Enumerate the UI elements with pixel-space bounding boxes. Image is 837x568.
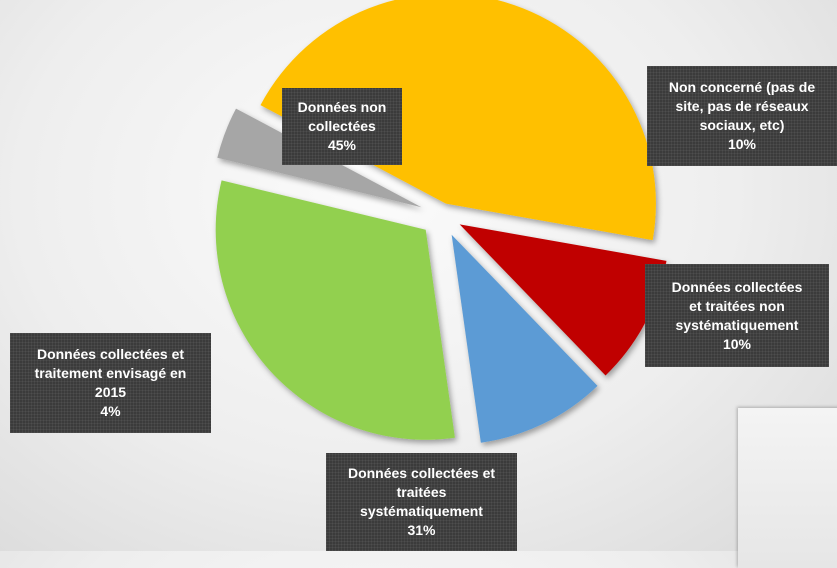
category-label: Données collectées et traitées systémati… <box>347 465 496 519</box>
data-label-collectees-traitees-systematiquement: Données collectées et traitées systémati… <box>326 453 517 551</box>
value-label: 31% <box>407 522 436 538</box>
category-label: Données collectées et traitées non systé… <box>671 278 803 333</box>
value-label: 10% <box>727 136 757 152</box>
category-label: Données non collectées <box>297 99 387 134</box>
value-label: 4% <box>100 403 121 419</box>
data-label-non-concerne: Non concerné (pas de site, pas de réseau… <box>647 66 837 166</box>
slice-collectees-traitees-systematiquement <box>215 180 455 440</box>
value-label: 10% <box>722 335 752 352</box>
value-label: 45% <box>327 137 357 153</box>
background-panel <box>738 408 837 568</box>
slice-non-concerne <box>459 224 667 376</box>
category-label: Données collectées et traitement envisag… <box>34 346 187 400</box>
category-label: Non concerné (pas de site, pas de réseau… <box>668 79 816 133</box>
pie-chart <box>215 0 667 443</box>
slice-donnees-non-collectees <box>260 0 656 241</box>
data-label-collectees-traitees-non-systematiquement: Données collectées et traitées non systé… <box>645 264 829 367</box>
data-label-donnees-non-collectees: Données non collectées 45% <box>282 88 402 165</box>
slice-collectees-traitees-non-systematiquement <box>451 234 598 443</box>
data-label-traitement-envisage-2015: Données collectées et traitement envisag… <box>10 333 211 433</box>
